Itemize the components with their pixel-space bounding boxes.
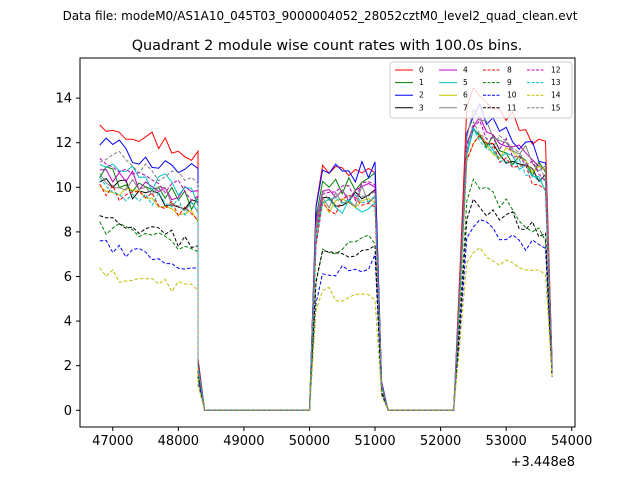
y-tick-label: 8	[64, 225, 72, 240]
legend-label: 7	[463, 103, 468, 112]
x-tick-label: 54000	[551, 434, 592, 449]
series-line-13	[99, 127, 553, 411]
series-line-9	[99, 178, 553, 411]
y-tick-label: 2	[64, 359, 72, 374]
series-line-12	[99, 120, 553, 411]
axes-layer: 47000 48000 49000 50000 51000 52000 53000 54000…	[55, 92, 592, 449]
series-line-15	[99, 120, 553, 411]
series-line-11	[99, 197, 553, 411]
legend-box	[389, 61, 573, 119]
legend-label: 15	[551, 103, 561, 112]
plot-area	[80, 58, 575, 427]
legend-label: 10	[507, 91, 517, 100]
y-tick-label: 10	[55, 181, 72, 196]
y-tick-label: 6	[64, 270, 72, 285]
legend-label: 3	[419, 103, 424, 112]
plot-frame	[79, 57, 576, 428]
legend-label: 13	[551, 78, 561, 87]
chart-suptitle: Data file: modeM0/AS1A10_045T03_90000040…	[63, 9, 578, 23]
y-tick-label: 4	[64, 315, 72, 330]
x-tick-label: 49000	[223, 434, 264, 449]
series-line-10	[99, 219, 553, 411]
series-line-4	[99, 115, 553, 411]
legend-label: 4	[463, 66, 468, 75]
x-tick-label: 50000	[289, 434, 330, 449]
legend-label: 14	[551, 91, 561, 100]
x-offset-label: +3.448e8	[511, 455, 575, 470]
chart-title: Quadrant 2 module wise count rates with …	[132, 38, 523, 54]
x-tick-label: 52000	[420, 434, 461, 449]
series-line-14	[99, 246, 553, 411]
y-tick-label: 0	[64, 404, 72, 419]
y-tick-label: 12	[55, 136, 72, 151]
legend-label: 8	[507, 66, 512, 75]
x-tick-label: 48000	[158, 434, 199, 449]
legend-label: 9	[507, 78, 512, 87]
legend-label: 5	[463, 78, 468, 87]
x-tick-label: 47000	[92, 434, 133, 449]
legend-label: 6	[463, 91, 468, 100]
legend-label: 11	[507, 103, 517, 112]
legend-label: 12	[551, 66, 561, 75]
legend-label: 0	[419, 66, 424, 75]
x-tick-label: 51000	[354, 434, 395, 449]
y-tick-label: 14	[55, 92, 72, 107]
x-tick-label: 53000	[485, 434, 526, 449]
legend-label: 2	[419, 91, 424, 100]
legend-label: 1	[419, 78, 424, 87]
